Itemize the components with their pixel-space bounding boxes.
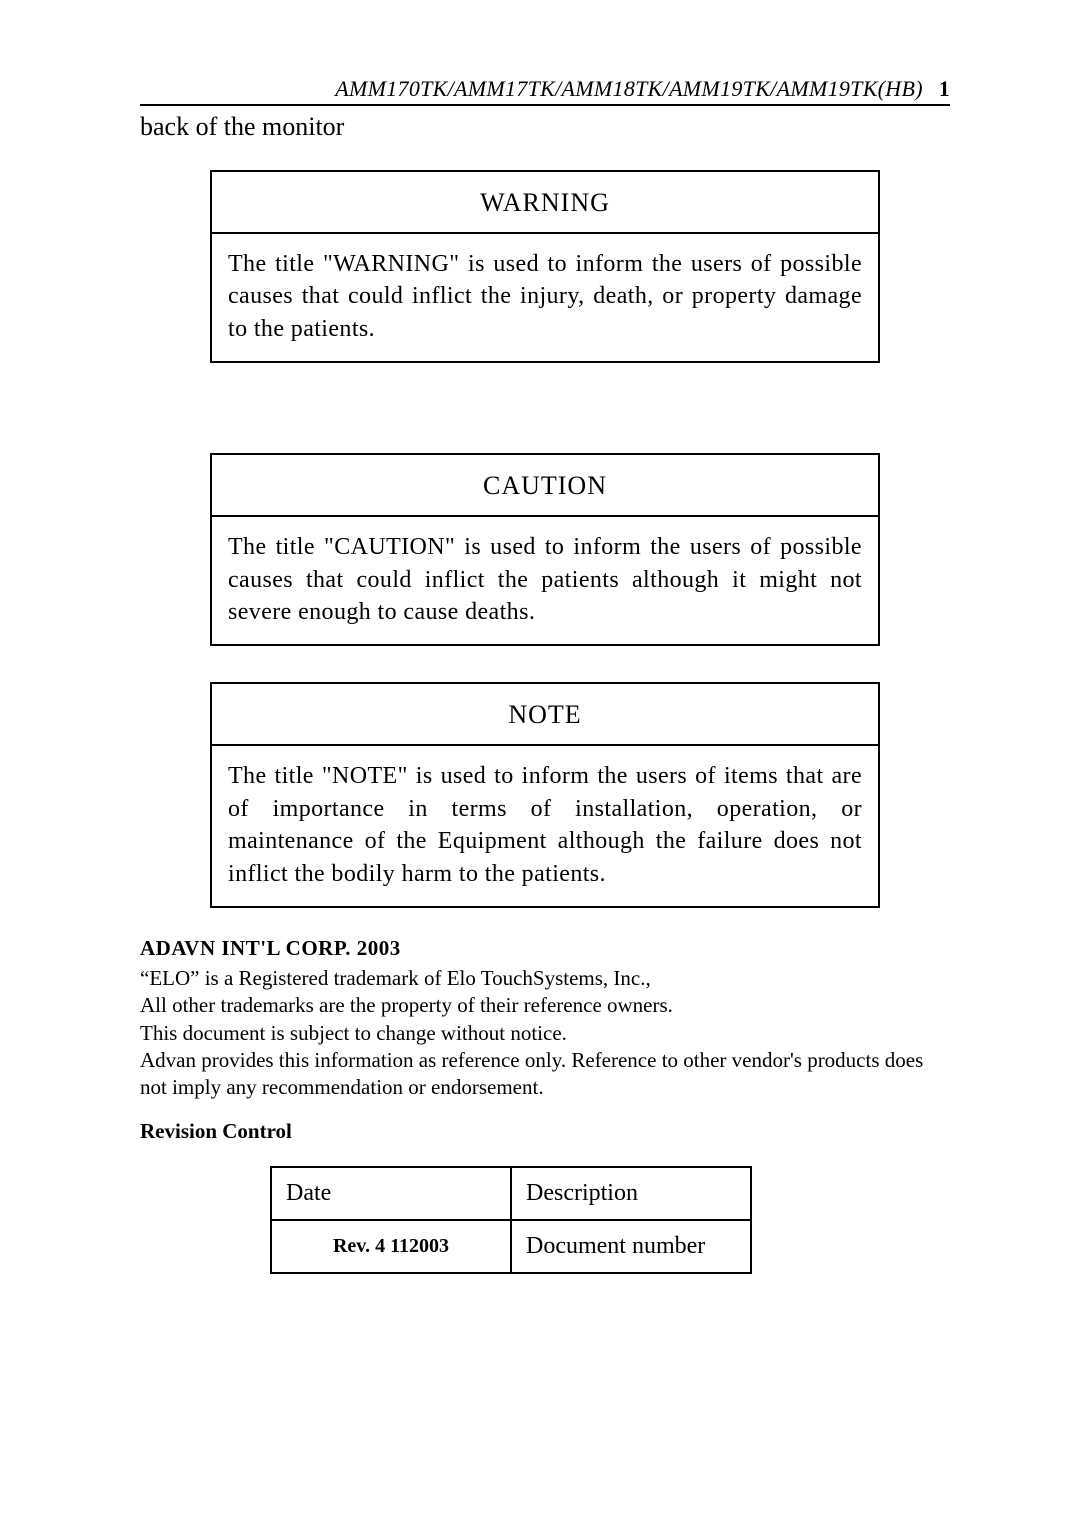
legal-block: “ELO” is a Registered trademark of Elo T…: [140, 965, 950, 1101]
caution-box: CAUTION The title "CAUTION" is used to i…: [210, 453, 880, 646]
revision-desc-header: Description: [511, 1167, 751, 1220]
revision-heading: Revision Control: [140, 1119, 950, 1144]
legal-line: All other trademarks are the property of…: [140, 992, 950, 1019]
section-subhead: back of the monitor: [140, 112, 950, 142]
revision-table: Date Description Rev. 4 112003 Document …: [270, 1166, 752, 1274]
document-page: AMM170TK/AMM17TK/AMM18TK/AMM19TK/AMM19TK…: [0, 0, 1080, 1534]
header-models: AMM170TK/AMM17TK/AMM18TK/AMM19TK/AMM19TK…: [335, 76, 923, 101]
page-number: 1: [929, 76, 950, 101]
legal-line: This document is subject to change witho…: [140, 1020, 950, 1047]
note-box: NOTE The title "NOTE" is used to inform …: [210, 682, 880, 908]
warning-body: The title "WARNING" is used to inform th…: [210, 232, 880, 363]
table-row: Rev. 4 112003 Document number: [271, 1220, 751, 1273]
caution-title: CAUTION: [210, 453, 880, 515]
running-header: AMM170TK/AMM17TK/AMM18TK/AMM19TK/AMM19TK…: [140, 76, 950, 102]
revision-desc-cell: Document number: [511, 1220, 751, 1273]
caution-body: The title "CAUTION" is used to inform th…: [210, 515, 880, 646]
corp-line: ADAVN INT'L CORP. 2003: [140, 936, 950, 961]
legal-line: Advan provides this information as refer…: [140, 1047, 950, 1102]
legal-line: “ELO” is a Registered trademark of Elo T…: [140, 965, 950, 992]
table-row: Date Description: [271, 1167, 751, 1220]
header-rule: AMM170TK/AMM17TK/AMM18TK/AMM19TK/AMM19TK…: [140, 76, 950, 106]
revision-date-header: Date: [271, 1167, 511, 1220]
warning-title: WARNING: [210, 170, 880, 232]
note-title: NOTE: [210, 682, 880, 744]
warning-box: WARNING The title "WARNING" is used to i…: [210, 170, 880, 363]
revision-date-cell: Rev. 4 112003: [271, 1220, 511, 1273]
note-body: The title "NOTE" is used to inform the u…: [210, 744, 880, 908]
